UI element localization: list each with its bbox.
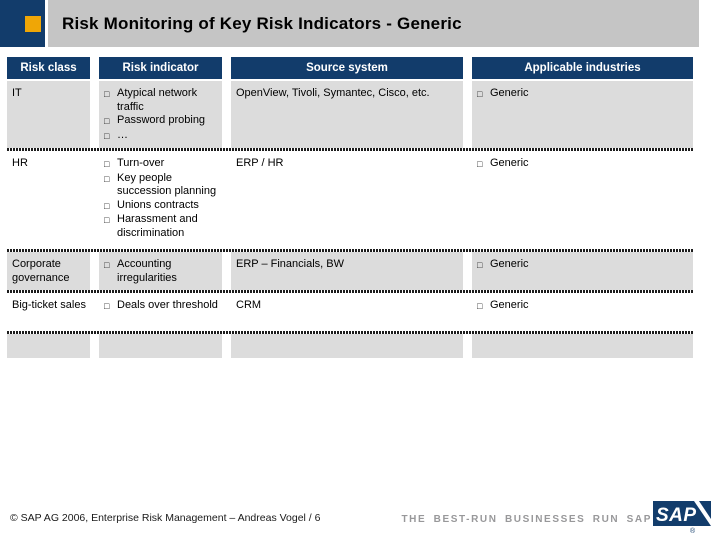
industry-text: Generic xyxy=(490,157,529,169)
table-row-cell-source-system: ERP – Financials, BW xyxy=(231,252,463,290)
indicator-text: Deals over threshold xyxy=(117,299,218,311)
orange-square-icon xyxy=(25,16,41,32)
indicator-text: Atypical network traffic xyxy=(117,87,198,113)
square-bullet-icon: □ xyxy=(104,159,110,169)
table-row-cell-industries: □ Generic xyxy=(472,81,693,148)
source-system-text: OpenView, Tivoli, Symantec, Cisco, etc. xyxy=(236,87,430,99)
square-bullet-icon: □ xyxy=(477,89,483,99)
table-row-cell-source-system: CRM xyxy=(231,293,463,331)
column-header-source-system: Source system xyxy=(231,57,463,79)
list-item: □ Deals over threshold xyxy=(104,299,219,314)
list-item: □ Generic xyxy=(477,299,690,314)
indicator-text: Turn-over xyxy=(117,157,165,169)
sap-logo-text: SAP xyxy=(656,505,697,526)
table-row-cell-industries: □ Generic xyxy=(472,293,693,331)
table-row-cell-empty xyxy=(472,334,693,358)
indicator-text: Password probing xyxy=(117,114,206,126)
source-system-text: ERP / HR xyxy=(236,157,284,169)
table-row-cell-empty xyxy=(99,334,222,358)
square-bullet-icon: □ xyxy=(104,200,110,211)
table-row-cell-indicators: □ Accounting irregularities xyxy=(99,252,222,290)
source-system-text: CRM xyxy=(236,299,262,311)
industry-text: Generic xyxy=(490,299,529,311)
list-item: □ Key people succession planning xyxy=(104,172,219,199)
table-row-cell-indicators: □ Deals over threshold xyxy=(99,293,222,331)
square-bullet-icon: □ xyxy=(104,89,110,99)
list-item: □ Generic xyxy=(477,87,690,102)
indicator-text: … xyxy=(117,128,128,141)
dotted-row-separator xyxy=(7,290,693,293)
column-header-risk-class: Risk class xyxy=(7,57,90,79)
list-item: □ Harassment and discrimination xyxy=(104,213,219,240)
industry-text: Generic xyxy=(490,258,529,270)
square-bullet-icon: □ xyxy=(477,301,483,311)
square-bullet-icon: □ xyxy=(477,159,483,169)
column-header-applicable-industries: Applicable industries xyxy=(472,57,693,79)
dotted-row-separator xyxy=(7,249,693,252)
indicator-text: Unions contracts xyxy=(117,198,199,211)
table-row-cell-risk-class: HR xyxy=(7,151,90,249)
list-item: □ Turn-over xyxy=(104,157,219,172)
list-item: □ Accounting irregularities xyxy=(104,258,219,285)
list-item: □ Generic xyxy=(477,258,690,273)
square-bullet-icon: □ xyxy=(104,260,110,270)
table-row-cell-risk-class: Big-ticket sales xyxy=(7,293,90,331)
risk-class-label: HR xyxy=(12,157,28,169)
table-row-cell-industries: □ Generic xyxy=(472,252,693,290)
sap-logo: SAP ® xyxy=(653,501,711,535)
list-item: □ Generic xyxy=(477,157,690,172)
list-item: □ Atypical network traffic xyxy=(104,87,219,114)
table-row-cell-indicators: □ Atypical network traffic □ Password pr… xyxy=(99,81,222,148)
header-row-gap xyxy=(7,79,693,81)
risk-indicator-table: Risk class Risk indicator Source system … xyxy=(7,57,693,358)
list-item: □ Password probing xyxy=(104,114,219,129)
indicator-text: Key people succession planning xyxy=(117,171,217,198)
square-bullet-icon: □ xyxy=(104,301,110,311)
page-title: Risk Monitoring of Key Risk Indicators -… xyxy=(62,14,462,33)
registered-trademark-icon: ® xyxy=(690,527,696,535)
square-bullet-icon: □ xyxy=(104,173,110,184)
table-row-cell-risk-class: Corporate governance xyxy=(7,252,90,290)
table-row-cell-empty xyxy=(231,334,463,358)
table-row-cell-empty xyxy=(7,334,90,358)
sap-tagline-text: THE BEST-RUN BUSINESSES RUN SAP xyxy=(401,514,652,525)
industry-text: Generic xyxy=(490,87,529,99)
copyright-text: © SAP AG 2006, Enterprise Risk Managemen… xyxy=(10,512,321,524)
square-bullet-icon: □ xyxy=(104,116,110,126)
dotted-row-separator xyxy=(7,331,693,334)
list-item: □ Unions contracts xyxy=(104,199,219,214)
square-bullet-icon: □ xyxy=(477,260,483,270)
indicator-text: Harassment and discrimination xyxy=(117,213,198,239)
table-row-cell-indicators: □ Turn-over □ Key people succession plan… xyxy=(99,151,222,249)
source-system-text: ERP – Financials, BW xyxy=(236,258,345,270)
dotted-row-separator xyxy=(7,148,693,151)
list-item: □ … xyxy=(104,129,219,144)
table-row-cell-source-system: OpenView, Tivoli, Symantec, Cisco, etc. xyxy=(231,81,463,148)
risk-class-label: IT xyxy=(12,87,22,99)
title-band-background xyxy=(48,0,699,47)
risk-class-label: Big-ticket sales xyxy=(12,299,86,311)
square-bullet-icon: □ xyxy=(104,130,110,141)
column-header-risk-indicator: Risk indicator xyxy=(99,57,222,79)
table-row-cell-industries: □ Generic xyxy=(472,151,693,249)
risk-class-label: Corporate governance xyxy=(12,258,70,284)
indicator-text: Accounting irregularities xyxy=(117,258,177,284)
table-row-cell-source-system: ERP / HR xyxy=(231,151,463,249)
square-bullet-icon: □ xyxy=(104,215,110,225)
table-row-cell-risk-class: IT xyxy=(7,81,90,148)
